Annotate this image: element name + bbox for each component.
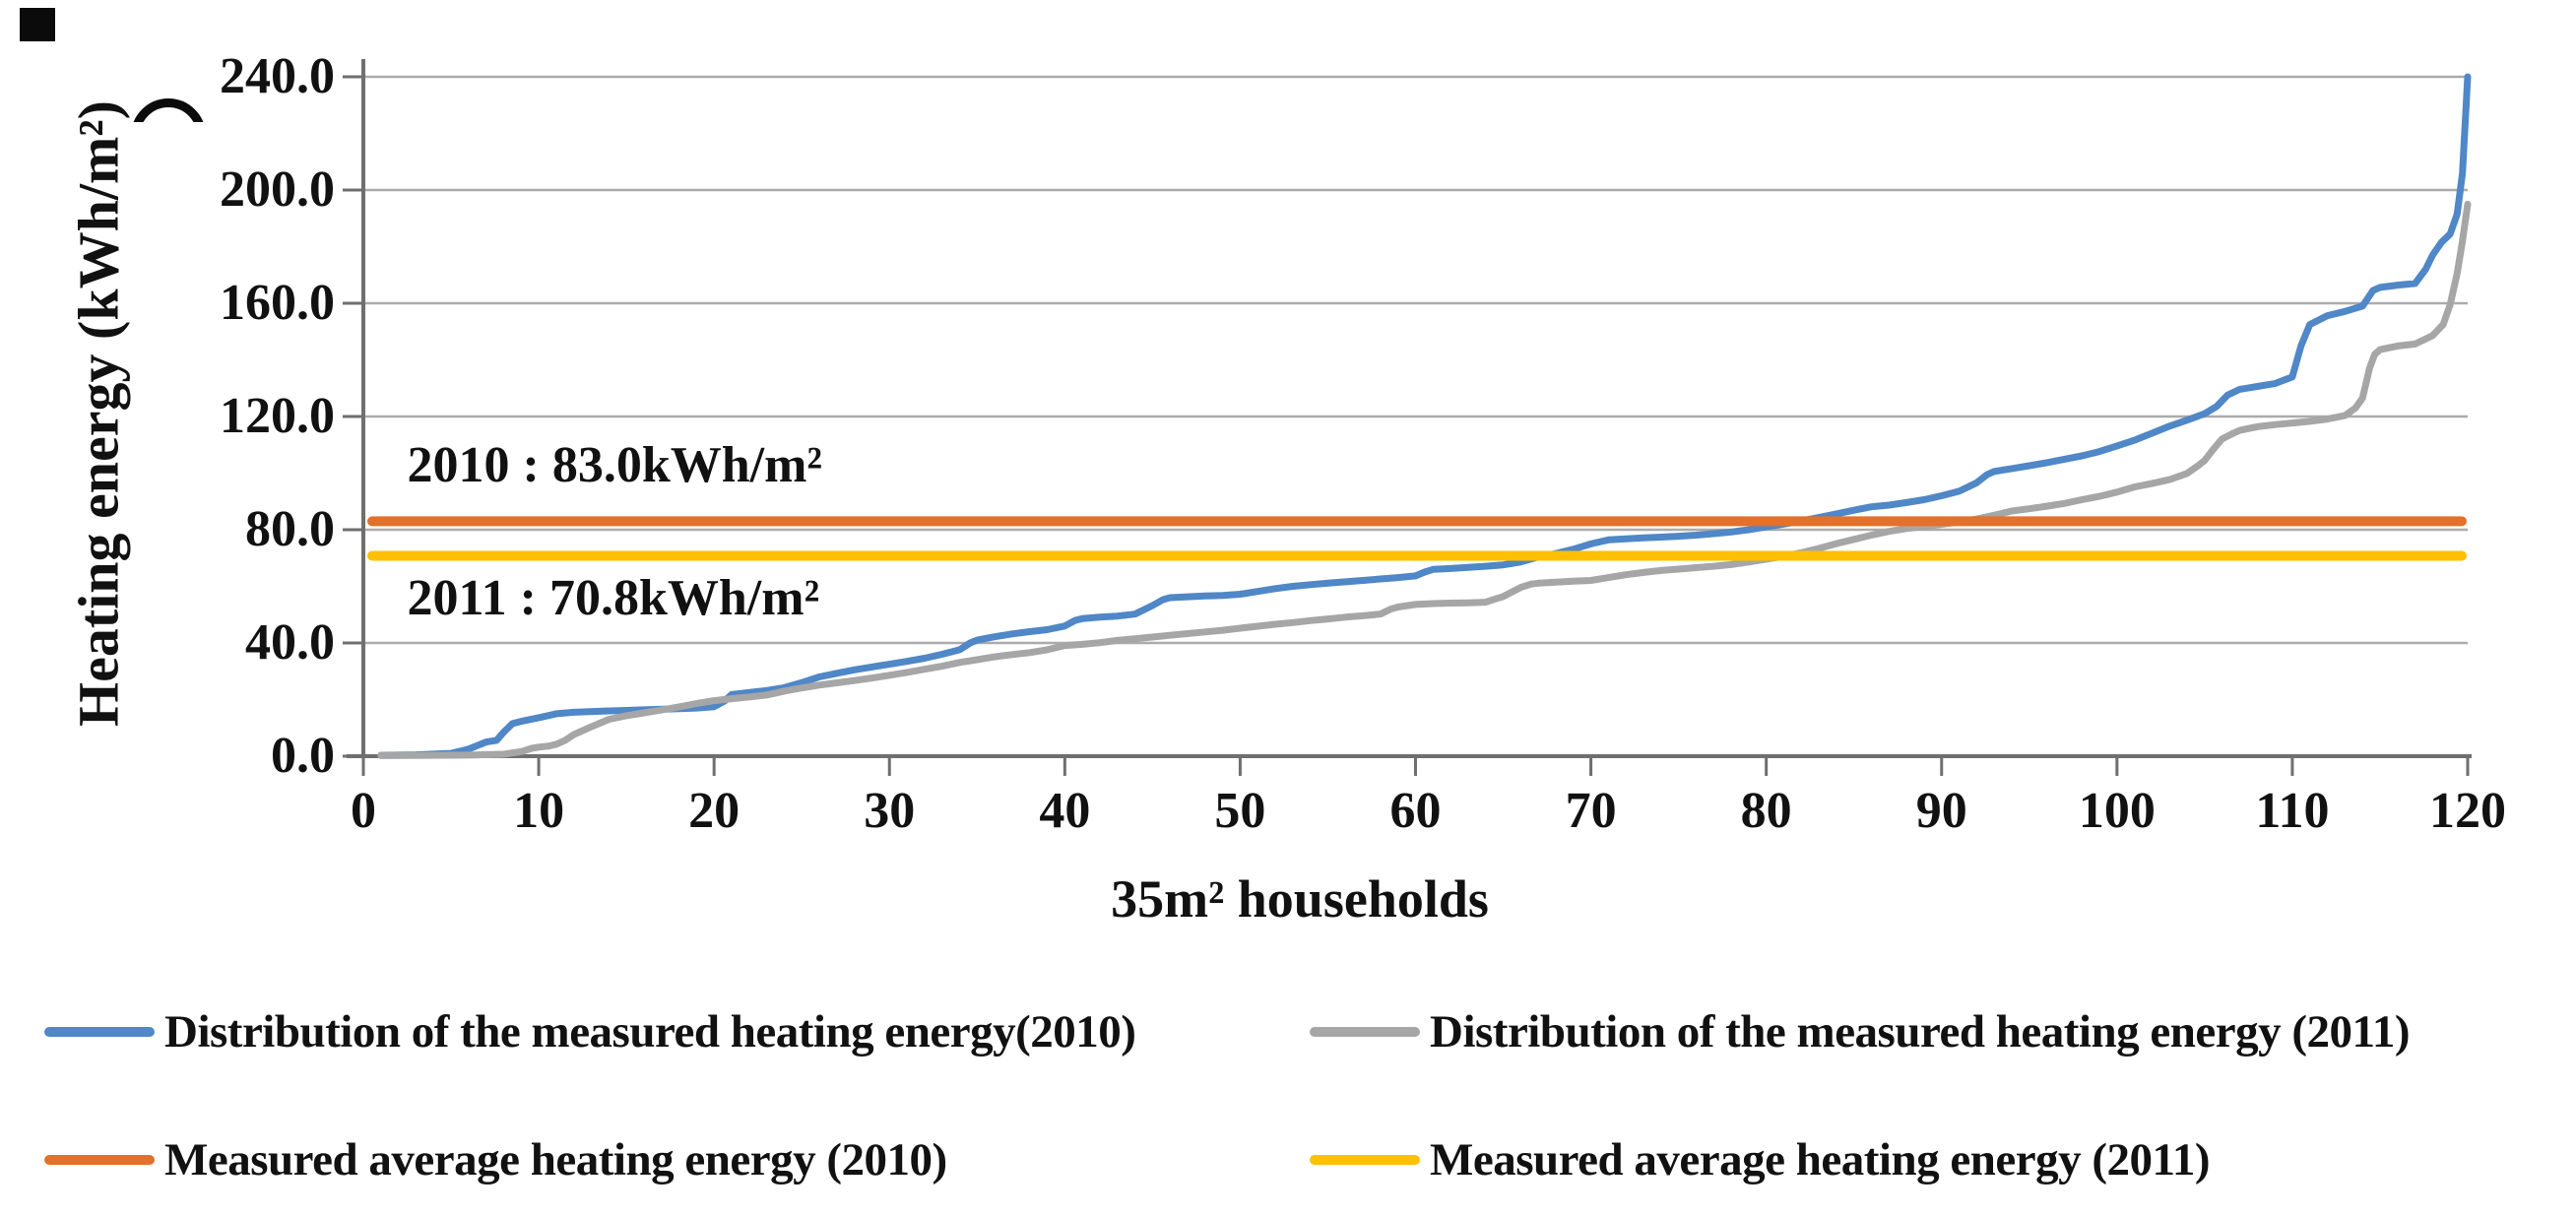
y-tick-label: 0.0: [271, 728, 335, 784]
x-tick-label: 60: [1389, 783, 1442, 839]
x-tick-label: 120: [2429, 783, 2506, 839]
x-tick-label: 50: [1214, 783, 1266, 839]
x-tick-label: 30: [864, 783, 916, 839]
legend-item-distribution-2010: Distribution of the measured heating ene…: [44, 1000, 1136, 1063]
legend-label-distribution-2010: Distribution of the measured heating ene…: [164, 1005, 1136, 1057]
legend-label-average-2011: Measured average heating energy (2011): [1430, 1133, 2211, 1185]
x-tick-label: 100: [2078, 783, 2156, 839]
legend-item-distribution-2011: Distribution of the measured heating ene…: [1310, 1000, 2411, 1063]
crop-artifact-arc: [131, 98, 206, 122]
annotation-average-2010: 2010 : 83.0kWh/m²: [407, 436, 823, 493]
legend-swatch-average-2010: [44, 1155, 155, 1165]
x-tick-label: 70: [1565, 783, 1617, 839]
y-tick-label: 200.0: [220, 161, 335, 218]
y-tick-label: 40.0: [245, 614, 335, 671]
x-tick-label: 20: [688, 783, 741, 839]
legend-label-distribution-2011: Distribution of the measured heating ene…: [1430, 1005, 2411, 1057]
x-tick-label: 90: [1915, 783, 1967, 839]
x-tick-label: 0: [351, 783, 376, 839]
y-tick-label: 80.0: [245, 501, 335, 557]
legend-swatch-distribution-2010: [44, 1027, 155, 1037]
y-tick-label: 240.0: [220, 48, 335, 104]
series-line-distribution-2011: [377, 200, 2472, 759]
legend-swatch-average-2011: [1310, 1155, 1420, 1165]
crop-artifact-square: [20, 8, 55, 41]
x-tick-label: 40: [1039, 783, 1091, 839]
y-axis-title: Heating energy (kWh/m²): [66, 100, 131, 727]
x-axis-tick-labels: 0 10 20 30 40 50 60 70 80 90 100 110 120: [351, 783, 2506, 839]
legend-label-average-2010: Measured average heating energy (2010): [164, 1133, 947, 1185]
annotation-average-2011: 2011 : 70.8kWh/m²: [407, 570, 820, 626]
x-axis-title: 35m² households: [1111, 869, 1489, 929]
x-tick-label: 110: [2255, 783, 2330, 839]
series-line-distribution-2010: [377, 73, 2472, 759]
y-tick-label: 120.0: [220, 388, 335, 444]
y-tick-label: 160.0: [220, 275, 335, 331]
plot-area: [343, 59, 2472, 776]
legend-swatch-distribution-2011: [1310, 1027, 1420, 1037]
legend-item-average-2010: Measured average heating energy (2010): [44, 1128, 947, 1191]
x-tick-label: 80: [1740, 783, 1792, 839]
legend-item-average-2011: Measured average heating energy (2011): [1310, 1128, 2211, 1191]
y-axis-tick-labels: 0.0 40.0 80.0 120.0 160.0 200.0 240.0: [0, 0, 341, 945]
x-tick-label: 10: [513, 783, 565, 839]
